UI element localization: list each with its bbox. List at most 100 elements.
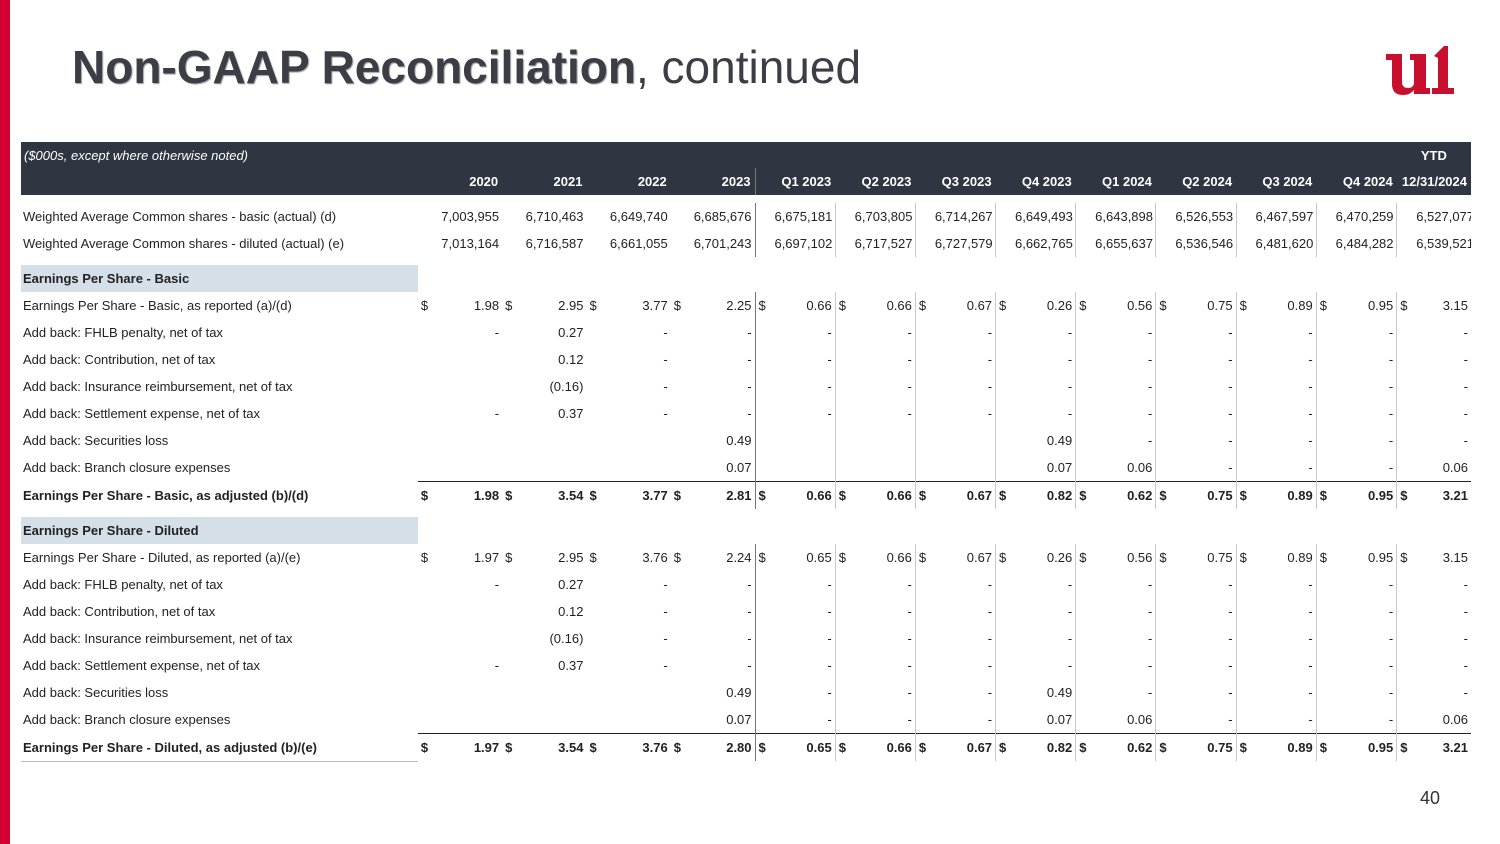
currency-cell [1315, 427, 1333, 454]
ytd-header: YTD [1396, 142, 1471, 168]
currency-cell [995, 319, 1012, 346]
value-cell: - [1388, 604, 1394, 619]
value-cell: 6,716,587 [525, 236, 584, 251]
currency-cell [1075, 625, 1093, 652]
currency-cell [1075, 571, 1093, 598]
currency-cell [1396, 427, 1414, 454]
currency-cell [754, 706, 772, 734]
value-cell [436, 625, 502, 652]
value-cell: 6,470,259 [1335, 209, 1394, 224]
value-cell: - [1228, 433, 1233, 448]
currency-cell: $ [673, 298, 681, 313]
value-cell: (0.16) [549, 379, 584, 394]
currency-cell [671, 625, 690, 652]
value-cell: - [907, 577, 912, 592]
currency-cell [1396, 652, 1414, 679]
table-row: Add back: Branch closure expenses 0.07 0.0… [21, 454, 1471, 482]
currency-cell [1155, 652, 1173, 679]
currency-cell: $ [1396, 733, 1414, 761]
row-label: Add back: FHLB penalty, net of tax [23, 325, 223, 340]
value-cell: - [747, 325, 752, 340]
currency-cell [502, 454, 521, 482]
currency-cell [995, 652, 1012, 679]
value-cell: - [747, 577, 752, 592]
currency-cell [1315, 230, 1333, 257]
currency-cell: $ [1315, 733, 1333, 761]
value-cell: - [827, 712, 832, 727]
value-cell: - [987, 604, 993, 619]
value-cell: - [1228, 631, 1233, 646]
currency-cell [1315, 679, 1333, 706]
value-cell: 2.95 [558, 550, 584, 565]
currency-cell: $ [505, 550, 513, 565]
currency-cell [1396, 598, 1414, 625]
row-label: Earnings Per Share - Diluted, as reporte… [23, 550, 301, 565]
value-cell: 0.06 [1127, 460, 1153, 475]
currency-cell [502, 598, 521, 625]
value-cell: 0.49 [726, 685, 752, 700]
currency-cell [914, 400, 932, 427]
currency-cell [586, 625, 605, 652]
value-cell: - [1148, 577, 1153, 592]
currency-cell [914, 346, 932, 373]
value-cell: 0.66 [851, 481, 916, 509]
value-cell: 3.54 [520, 481, 587, 509]
value-cell: - [1148, 631, 1153, 646]
value-cell: 6,536,546 [1175, 236, 1234, 251]
currency-cell [671, 400, 690, 427]
currency-cell [502, 679, 521, 706]
currency-cell [1075, 454, 1093, 482]
currency-cell [1155, 346, 1173, 373]
currency-cell [995, 625, 1012, 652]
currency-cell [1155, 319, 1173, 346]
value-cell: 0.89 [1287, 298, 1313, 313]
currency-cell [1235, 230, 1253, 257]
value-cell: 0.89 [1252, 481, 1317, 509]
currency-cell [1315, 346, 1333, 373]
currency-cell: $ [670, 481, 690, 509]
currency-cell [1155, 571, 1173, 598]
value-cell: - [747, 604, 752, 619]
value-cell: 0.95 [1332, 733, 1397, 761]
value-cell: - [663, 325, 668, 340]
currency-cell [1396, 230, 1414, 257]
value-cell: 6,701,243 [693, 236, 752, 251]
value-cell: 1.97 [436, 733, 503, 761]
currency-cell [586, 346, 605, 373]
value-cell: - [1463, 604, 1468, 619]
value-cell: - [1463, 406, 1468, 421]
currency-cell [671, 652, 690, 679]
company-logo-icon [1386, 46, 1454, 95]
value-cell: 0.95 [1332, 481, 1397, 509]
value-cell [605, 706, 671, 734]
value-cell: - [1463, 379, 1468, 394]
value-cell [436, 679, 502, 706]
currency-cell [834, 427, 852, 454]
currency-cell [834, 454, 852, 482]
value-cell: 0.66 [851, 733, 916, 761]
value-cell: 0.49 [1046, 433, 1073, 448]
column-header: Q2 2024 [1155, 168, 1237, 195]
value-cell: - [1148, 604, 1153, 619]
currency-cell [671, 203, 690, 230]
currency-cell [502, 652, 521, 679]
value-cell: 1.97 [473, 550, 500, 565]
value-cell: - [1388, 352, 1394, 367]
value-cell: - [907, 604, 912, 619]
currency-cell [834, 373, 852, 400]
value-cell: 0.66 [886, 550, 912, 565]
currency-cell [1315, 706, 1333, 734]
currency-cell [754, 346, 772, 373]
currency-cell [1155, 679, 1173, 706]
currency-cell [418, 230, 437, 257]
column-header: 2020 [417, 168, 503, 195]
value-cell [605, 679, 671, 706]
table-row: Add back: Contribution, net of tax 0.12 - -… [21, 598, 1471, 625]
value-cell: 0.07 [726, 460, 752, 475]
value-cell [436, 454, 502, 482]
value-cell: 3.77 [604, 481, 671, 509]
row-label: Add back: Branch closure expenses [23, 712, 231, 728]
value-cell: 6,685,676 [693, 209, 752, 224]
value-cell: 6,717,527 [854, 236, 913, 251]
currency-cell: $ [1315, 292, 1333, 319]
